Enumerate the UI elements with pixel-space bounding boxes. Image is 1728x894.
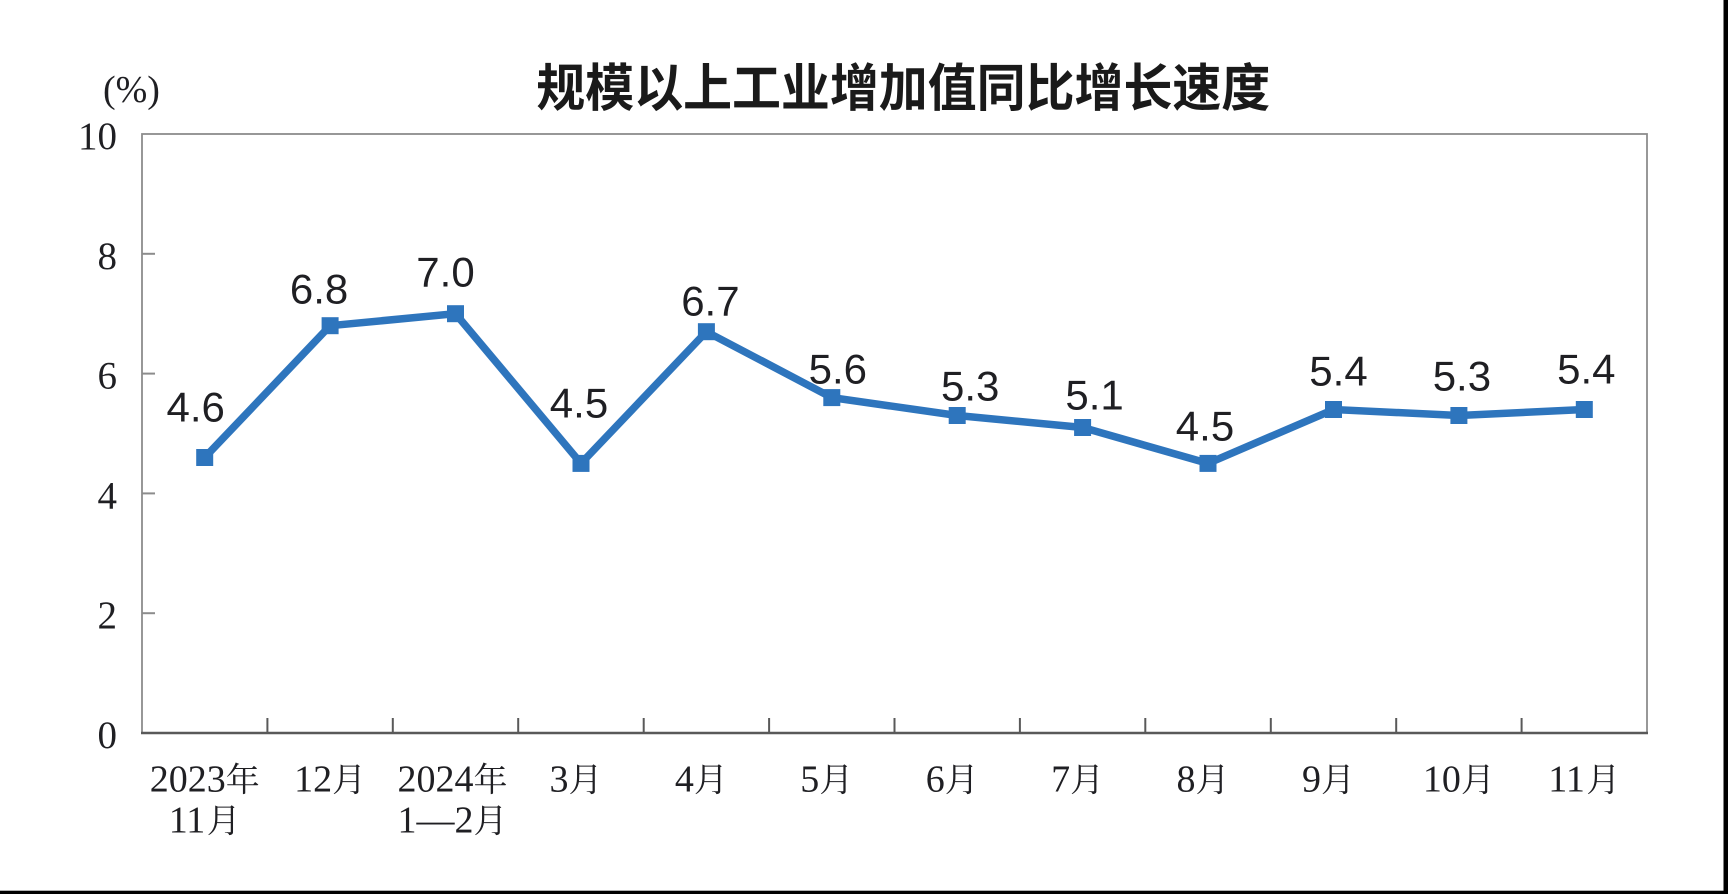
- svg-text:0: 0: [98, 714, 118, 757]
- svg-text:12: 12: [294, 759, 332, 801]
- svg-text:6.8: 6.8: [290, 266, 348, 313]
- svg-text:2: 2: [98, 594, 118, 637]
- svg-text:1: 1: [398, 800, 417, 842]
- svg-text:5.3: 5.3: [941, 363, 999, 410]
- svg-text:4.5: 4.5: [550, 379, 608, 426]
- svg-text:5.3: 5.3: [1433, 353, 1491, 400]
- svg-text:5: 5: [800, 759, 819, 801]
- svg-text:4: 4: [98, 474, 118, 517]
- svg-text:2023: 2023: [150, 759, 226, 801]
- svg-text:4.6: 4.6: [167, 384, 225, 431]
- svg-text:11: 11: [169, 800, 206, 842]
- svg-text:8: 8: [1177, 759, 1196, 801]
- svg-text:7: 7: [1051, 759, 1070, 801]
- svg-text:10: 10: [78, 115, 117, 158]
- svg-text:8: 8: [98, 235, 118, 278]
- svg-text:4.5: 4.5: [1176, 402, 1234, 449]
- svg-text:5.6: 5.6: [809, 346, 867, 393]
- svg-text:7.0: 7.0: [416, 249, 474, 296]
- svg-text:5.1: 5.1: [1065, 372, 1123, 419]
- svg-text:—: —: [416, 800, 456, 842]
- svg-text:9: 9: [1302, 759, 1321, 801]
- svg-text:2: 2: [455, 800, 474, 842]
- svg-text:6.7: 6.7: [681, 278, 739, 325]
- svg-text:6: 6: [98, 355, 118, 398]
- svg-text:10: 10: [1423, 759, 1461, 801]
- svg-text:5.4: 5.4: [1557, 346, 1615, 393]
- svg-text:3: 3: [550, 759, 569, 801]
- svg-text:(%): (%): [103, 69, 160, 111]
- svg-text:11: 11: [1548, 759, 1585, 801]
- svg-text:6: 6: [926, 759, 945, 801]
- svg-text:4: 4: [675, 759, 694, 801]
- svg-text:2024: 2024: [398, 759, 474, 801]
- svg-text:5.4: 5.4: [1309, 348, 1367, 395]
